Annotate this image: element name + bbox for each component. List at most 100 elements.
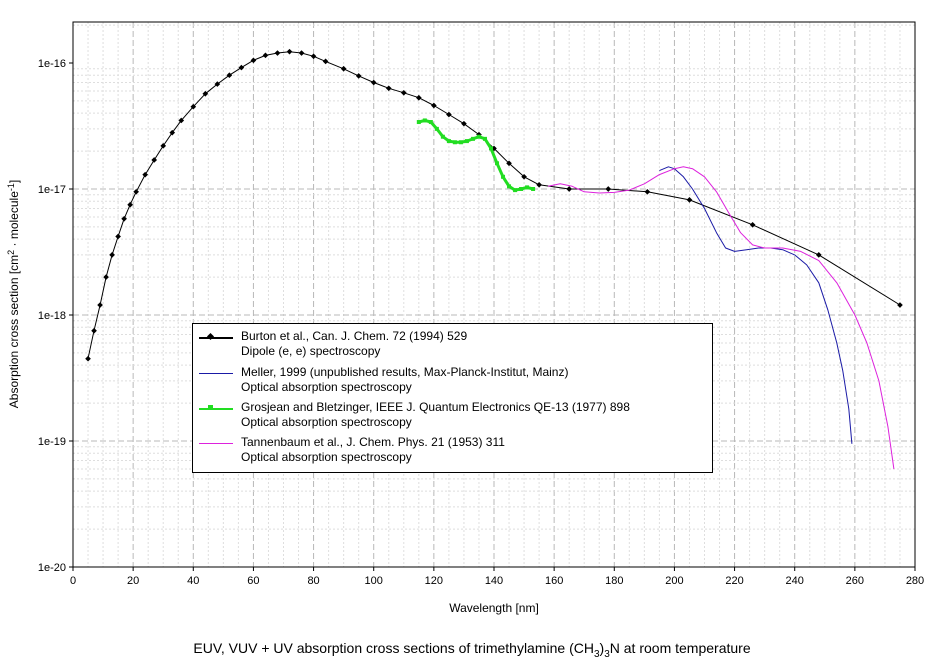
data-point	[507, 184, 512, 189]
data-point	[115, 233, 121, 240]
data-point	[97, 302, 103, 308]
x-tick-label: 20	[127, 575, 139, 587]
data-point	[501, 174, 506, 179]
y-tick-label: 1e-17	[38, 184, 66, 196]
legend-label-grosjean: Grosjean and Bletzinger, IEEE J. Quantum…	[241, 400, 630, 429]
data-point	[431, 102, 437, 109]
data-point	[133, 188, 139, 195]
legend: Burton et al., Can. J. Chem. 72 (1994) 5…	[192, 323, 713, 473]
x-tick-label: 220	[725, 575, 743, 587]
data-point	[400, 89, 407, 96]
data-point	[238, 64, 245, 71]
x-tick-label: 240	[786, 575, 804, 587]
data-point	[355, 73, 362, 79]
y-tick-label: 1e-20	[38, 562, 66, 574]
legend-entry-burton: Burton et al., Can. J. Chem. 72 (1994) 5…	[193, 329, 712, 363]
data-point	[521, 173, 527, 180]
legend-entry-tannenbaum: Tannenbaum et al., J. Chem. Phys. 21 (19…	[193, 435, 712, 469]
data-point	[428, 120, 433, 125]
data-point	[109, 252, 115, 258]
data-point	[434, 126, 439, 131]
legend-marker-grosjean	[208, 405, 213, 410]
data-point	[446, 111, 452, 118]
data-point	[415, 94, 422, 101]
x-tick-label: 200	[665, 575, 683, 587]
data-point	[749, 221, 756, 228]
data-point	[566, 186, 573, 192]
legend-label-tannenbaum: Tannenbaum et al., J. Chem. Phys. 21 (19…	[241, 435, 505, 464]
data-point	[488, 146, 493, 151]
x-tick-label: 140	[485, 575, 503, 587]
x-tick-label: 260	[846, 575, 864, 587]
data-point	[190, 103, 197, 110]
y-axis-title: Absorption cross section [cm2 · molecule…	[6, 180, 21, 408]
grid	[73, 22, 915, 568]
data-point	[446, 139, 451, 144]
x-tick-label: 40	[187, 575, 199, 587]
data-point	[340, 65, 347, 72]
x-tick-label: 100	[365, 575, 383, 587]
data-point	[298, 50, 305, 56]
data-point	[226, 72, 233, 79]
data-point	[310, 53, 317, 60]
data-point	[85, 355, 91, 362]
x-tick-label: 120	[425, 575, 443, 587]
data-point	[214, 81, 221, 87]
data-point	[464, 139, 469, 144]
axes: 0 20 40 60 80 100 120 140 160 180 200 220 240 260 280 1…	[38, 58, 924, 587]
x-tick-label: 60	[247, 575, 259, 587]
data-point	[127, 201, 133, 208]
data-point	[286, 48, 293, 55]
legend-entry-meller: Meller, 1999 (unpublished results, Max-P…	[193, 365, 712, 399]
data-point	[686, 197, 693, 203]
x-tick-label: 80	[307, 575, 319, 587]
data-point	[202, 90, 209, 97]
x-tick-label: 160	[545, 575, 563, 587]
data-point	[506, 160, 512, 167]
data-point	[525, 185, 530, 190]
data-point	[482, 136, 487, 141]
data-point	[644, 188, 651, 195]
data-point	[531, 187, 536, 191]
data-point	[169, 129, 176, 136]
x-tick-label: 0	[70, 575, 76, 587]
legend-entry-grosjean: Grosjean and Bletzinger, IEEE J. Quantum…	[193, 400, 712, 434]
data-point	[470, 136, 475, 141]
data-point	[370, 79, 377, 86]
legend-swatch-grosjean	[199, 408, 233, 410]
data-point	[103, 274, 109, 280]
data-point	[897, 302, 903, 308]
data-point	[322, 58, 329, 65]
data-point	[250, 57, 257, 64]
x-tick-label: 180	[605, 575, 623, 587]
data-point	[416, 120, 421, 125]
data-point	[151, 157, 158, 163]
data-point	[178, 117, 185, 124]
legend-swatch-burton	[199, 337, 233, 339]
legend-label-burton: Burton et al., Can. J. Chem. 72 (1994) 5…	[241, 329, 468, 358]
data-point	[519, 187, 524, 191]
data-point	[385, 85, 392, 92]
y-tick-label: 1e-19	[38, 436, 66, 448]
series-line-1	[659, 166, 853, 444]
series-line-3	[547, 166, 895, 470]
data-point	[513, 188, 518, 193]
data-point	[461, 120, 467, 127]
figure-caption: EUV, VUV + UV absorption cross sections …	[193, 640, 751, 660]
data-point	[142, 171, 148, 178]
data-point	[452, 140, 457, 145]
y-tick-label: 1e-16	[38, 58, 66, 70]
data-point	[495, 161, 500, 166]
data-point	[536, 181, 542, 188]
data-point	[262, 52, 269, 59]
data-point	[605, 186, 612, 192]
x-axis-title: Wavelength [nm]	[449, 601, 539, 615]
data-point	[458, 140, 463, 145]
data-point	[422, 118, 427, 123]
data-point	[160, 143, 167, 149]
legend-swatch-meller	[199, 373, 233, 374]
x-tick-label: 280	[906, 575, 924, 587]
data-point	[476, 134, 481, 139]
legend-label-meller: Meller, 1999 (unpublished results, Max-P…	[241, 365, 569, 394]
legend-swatch-tannenbaum	[199, 443, 233, 444]
